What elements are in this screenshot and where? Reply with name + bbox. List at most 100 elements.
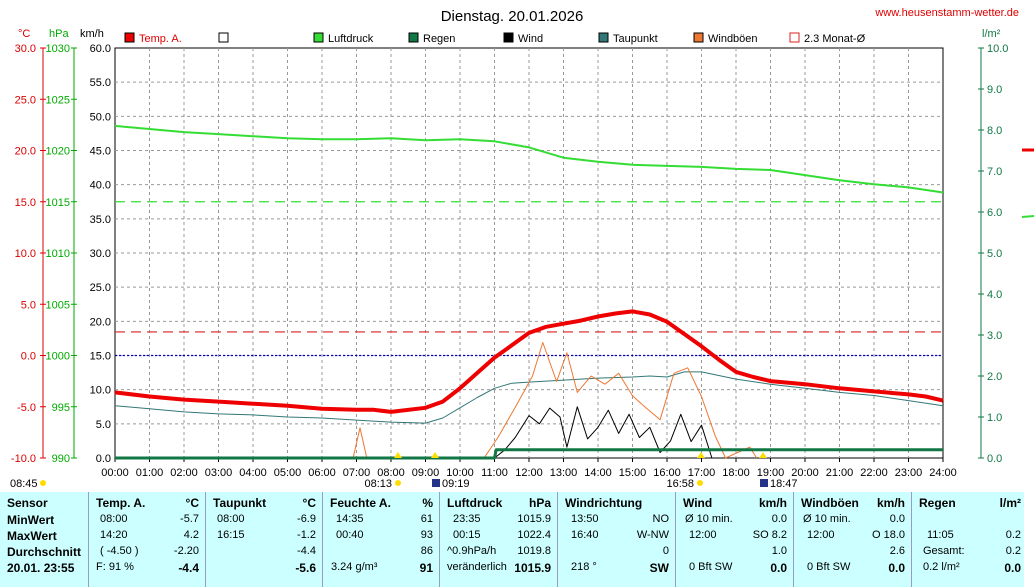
press-current: 1015.9 [514,561,551,575]
series-windb-en [352,342,758,459]
current-press-marker [1021,215,1034,218]
temp-humidity-note: F: 91 % [96,561,134,573]
hdr-humidity: Feuchte A. [330,496,391,510]
time-tick: 00:00 [101,467,129,479]
wind-tick: 20.0 [90,316,111,328]
legend-label: Temp. A. [139,33,182,45]
gust-current: 0.0 [888,561,905,575]
legend-swatch [313,32,324,43]
time-tick: 18:00 [722,467,750,479]
wind-tick: 50.0 [90,111,111,123]
legend-label: Windböen [708,33,758,45]
temp-max: 4.2 [183,529,199,541]
press-axis-unit: hPa [49,28,69,40]
legend: Temp. A. Luftdruck Regen Wind Taupunkt Windbö… [124,32,866,45]
legend-label: Taupunkt [613,33,658,45]
rain-tick: 1.0 [987,412,1002,424]
rain-tick: 7.0 [987,166,1002,178]
wind-tick: 15.0 [90,351,111,363]
time-tick: 08:00 [377,467,405,479]
col-wind: Wind km/h Ø 10 min. 0.0 12:00 SO 8.2 1.0… [675,492,794,587]
press-tick: 1020 [46,146,70,158]
sunrise-tick [394,452,402,458]
rain-max: 0.2 [1005,529,1021,541]
sunset-time: 16:58 [666,478,694,490]
press-tick: 1015 [46,197,70,209]
temp-avg: -2.20 [173,545,199,557]
sunrise-icon [395,480,401,486]
rain-max-time: 11:05 [927,529,954,541]
series-regen [115,448,943,460]
wdir-avg: 0 [662,545,669,557]
press-avg: 1019.8 [517,545,551,557]
site-url[interactable]: www.heusenstamm-wetter.de [874,7,1019,19]
temp-tick: 20.0 [15,146,36,158]
hum-max: 93 [420,529,433,541]
time-tick: 13:00 [550,467,578,479]
press-tick: 990 [52,453,70,465]
gust-max-time: 12:00 [807,529,835,541]
col-gust: Windböen km/h Ø 10 min. 0.0 12:00 O 18.0… [793,492,912,587]
time-tick: 24:00 [929,467,957,479]
gust-avg10: 0.0 [889,513,905,525]
rain-tick: 3.0 [987,330,1002,342]
time-tick: 06:00 [308,467,336,479]
row-min: MinWert [7,513,55,527]
sunrise-time: 08:13 [364,478,392,490]
hum-min: 61 [420,513,433,525]
col-pressure: Luftdruck hPa 23:35 1015.9 00:15 1022.4 … [439,492,558,587]
rain-tick: 6.0 [987,207,1002,219]
col-winddir: Windrichtung 13:50 NO 16:40 W-NW 0 218 °… [557,492,676,587]
wind-avg10: 0.0 [771,513,787,525]
press-tick: 1030 [46,43,70,55]
time-tick: 23:00 [895,467,923,479]
dawn-icon [40,480,46,486]
temp-tick: 30.0 [15,43,36,55]
wdir-min-time: 13:50 [571,513,599,525]
dew-max-time: 16:15 [217,529,245,541]
rain-total-label: Gesamt: [923,545,965,557]
hdr-gust: Windböen [801,496,859,510]
moonset-tick [759,452,767,458]
dawn-time: 08:45 [10,478,38,490]
legend-swatch [124,32,135,43]
rain-total: 0.2 [1005,545,1021,557]
x-axis: 00:00 01:00 02:00 03:00 04:00 05:00 06:00 07:00… [101,458,957,479]
press-tick: 1005 [46,299,70,311]
wind-tick: 5.0 [96,419,111,431]
temp-max-time: 14:20 [100,529,128,541]
wind-max: SO 8.2 [752,529,787,541]
time-tick: 07:00 [343,467,371,479]
hdr-pressure: Luftdruck [447,496,503,510]
press-max-time: 00:15 [453,529,481,541]
hum-abs: 3.24 g/m³ [331,561,378,573]
wind-current: 0.0 [770,561,787,575]
time-tick: 19:00 [757,467,785,479]
series-lines [114,124,1034,460]
wdir-max-time: 16:40 [571,529,599,541]
dew-min: -6.9 [297,513,316,525]
legend-label: 2.3 Monat-Ø [804,33,866,45]
sun-markers: 08:45 08:13 09:19 16:58 18:47 [10,452,798,490]
rain-tick: 4.0 [987,289,1002,301]
temp-tick: 0.0 [21,351,36,363]
press-tick: 1010 [46,248,70,260]
hdr-dew-unit: °C [302,496,316,510]
wind-tick: 60.0 [90,43,111,55]
hum-avg: 86 [420,545,433,557]
temp-current: -4.4 [178,561,199,575]
rain-tick: 8.0 [987,125,1002,137]
col-rain: Regen l/m² 11:05 0.2 Gesamt: 0.2 0.2 l/m… [911,492,1023,587]
gust-max: O 18.0 [871,529,905,541]
time-tick: 21:00 [826,467,854,479]
temp-tick: -10.0 [11,453,36,465]
wind-avg: 1.0 [771,545,787,557]
press-trend: ^0.9hPa/h [447,545,497,557]
series-luftdruck [114,124,944,194]
wdir-min: NO [652,513,670,525]
wind-avg-label: Ø 10 min. [685,513,733,525]
hdr-gust-unit: km/h [876,496,905,510]
rain-tick: 9.0 [987,84,1002,96]
gust-avg: 2.6 [889,545,905,557]
press-min-time: 23:35 [453,513,481,525]
